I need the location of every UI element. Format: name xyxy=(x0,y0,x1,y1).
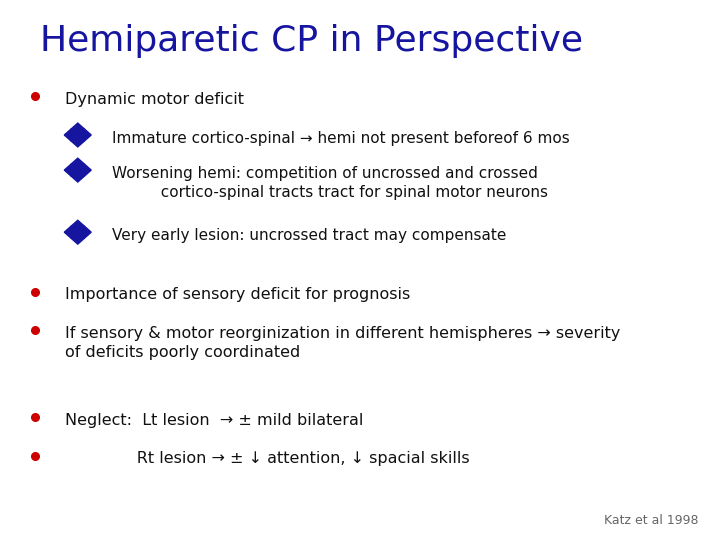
Text: Immature cortico-spinal → hemi not present beforeof 6 mos: Immature cortico-spinal → hemi not prese… xyxy=(112,131,570,146)
Text: Dynamic motor deficit: Dynamic motor deficit xyxy=(65,92,244,107)
Polygon shape xyxy=(64,129,78,141)
Polygon shape xyxy=(71,170,84,182)
Polygon shape xyxy=(64,226,78,238)
Text: If sensory & motor reorginization in different hemispheres → severity
of deficit: If sensory & motor reorginization in dif… xyxy=(65,326,620,360)
Polygon shape xyxy=(71,158,84,170)
Polygon shape xyxy=(71,135,84,147)
Polygon shape xyxy=(64,164,78,176)
Polygon shape xyxy=(78,164,91,176)
Text: Hemiparetic CP in Perspective: Hemiparetic CP in Perspective xyxy=(40,24,582,58)
Polygon shape xyxy=(71,123,84,135)
Text: Worsening hemi: competition of uncrossed and crossed
          cortico-spinal tr: Worsening hemi: competition of uncrossed… xyxy=(112,166,548,200)
Polygon shape xyxy=(78,226,91,238)
Text: Katz et al 1998: Katz et al 1998 xyxy=(604,514,698,526)
Text: Rt lesion → ± ↓ attention, ↓ spacial skills: Rt lesion → ± ↓ attention, ↓ spacial ski… xyxy=(65,451,469,467)
Polygon shape xyxy=(71,232,84,244)
Polygon shape xyxy=(78,129,91,141)
Polygon shape xyxy=(71,220,84,232)
Text: Importance of sensory deficit for prognosis: Importance of sensory deficit for progno… xyxy=(65,287,410,302)
Text: Neglect:  Lt lesion  → ± mild bilateral: Neglect: Lt lesion → ± mild bilateral xyxy=(65,413,363,428)
Text: Very early lesion: uncrossed tract may compensate: Very early lesion: uncrossed tract may c… xyxy=(112,228,506,243)
